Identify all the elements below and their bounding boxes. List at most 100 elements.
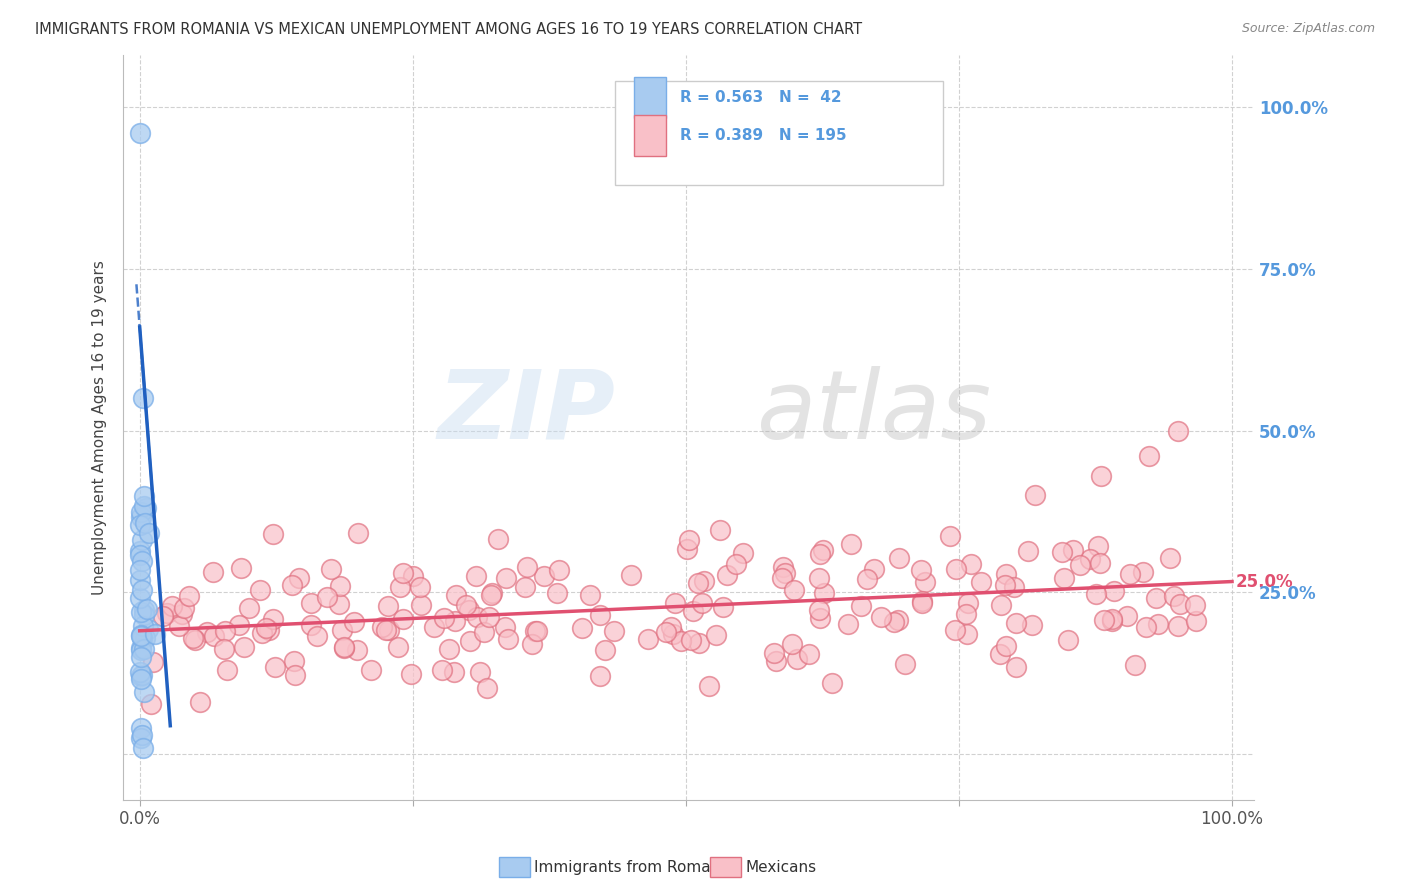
Point: [201, 565, 224, 579]
Point: [513, 581, 536, 595]
Point: [402, 569, 425, 583]
Point: [988, 647, 1011, 661]
Point: [370, 620, 392, 634]
Point: [177, 589, 200, 603]
Point: [378, 623, 401, 637]
Point: [716, 568, 738, 582]
Point: [1078, 551, 1101, 566]
Point: [1119, 567, 1142, 582]
Point: [678, 533, 700, 547]
Point: [458, 603, 481, 617]
Point: [156, 607, 179, 621]
Point: [772, 560, 794, 574]
Point: [333, 640, 356, 655]
Point: [664, 596, 686, 610]
Point: [129, 544, 152, 558]
Text: IMMIGRANTS FROM ROMANIA VS MEXICAN UNEMPLOYMENT AMONG AGES 16 TO 19 YEARS CORREL: IMMIGRANTS FROM ROMANIA VS MEXICAN UNEMP…: [35, 22, 862, 37]
Point: [693, 574, 716, 588]
Point: [780, 637, 803, 651]
Point: [1092, 613, 1115, 627]
Point: [839, 537, 862, 551]
Point: [252, 626, 274, 640]
Point: [329, 579, 352, 593]
Text: ZIP: ZIP: [437, 366, 614, 459]
Point: [283, 654, 305, 668]
Point: [1017, 544, 1039, 558]
Point: [132, 489, 155, 503]
Point: [195, 624, 218, 639]
Point: [129, 549, 152, 563]
Point: [430, 663, 453, 677]
Point: [704, 628, 727, 642]
Point: [524, 624, 547, 638]
Point: [486, 532, 509, 546]
Point: [333, 640, 356, 655]
Point: [129, 517, 152, 532]
Point: [914, 574, 936, 589]
Point: [131, 632, 153, 646]
Point: [129, 628, 152, 642]
Point: [775, 566, 797, 580]
Point: [495, 571, 517, 585]
Point: [1084, 586, 1107, 600]
Point: [315, 591, 337, 605]
Point: [129, 506, 152, 520]
Point: [160, 599, 183, 613]
Point: [945, 562, 967, 576]
Point: [136, 622, 159, 636]
Point: [910, 594, 932, 608]
Point: [697, 680, 720, 694]
Point: [135, 500, 157, 515]
Point: [1021, 618, 1043, 632]
Point: [478, 610, 501, 624]
Point: [990, 598, 1012, 612]
Point: [526, 624, 548, 638]
Point: [1062, 542, 1084, 557]
FancyBboxPatch shape: [614, 81, 943, 186]
Point: [468, 665, 491, 679]
Point: [129, 606, 152, 620]
Point: [233, 640, 256, 654]
Point: [167, 618, 190, 632]
Point: [1056, 633, 1078, 648]
Point: [1184, 599, 1206, 613]
Point: [444, 614, 467, 628]
Point: [132, 607, 155, 622]
Point: [446, 588, 468, 602]
Point: [142, 655, 165, 669]
Point: [994, 639, 1017, 653]
Point: [655, 624, 678, 639]
Point: [131, 667, 153, 681]
Point: [725, 558, 748, 572]
Point: [1144, 591, 1167, 605]
Text: R = 0.389   N = 195: R = 0.389 N = 195: [679, 128, 846, 143]
Point: [139, 697, 162, 711]
Point: [131, 554, 153, 568]
Point: [1002, 580, 1025, 594]
Point: [1004, 616, 1026, 631]
Point: [330, 623, 353, 637]
Point: [129, 629, 152, 643]
Point: [675, 542, 697, 557]
Point: [288, 571, 311, 585]
Point: [217, 663, 239, 677]
Point: [955, 607, 977, 621]
Text: 25.0%: 25.0%: [1236, 573, 1294, 591]
Point: [1053, 570, 1076, 584]
Point: [682, 604, 704, 618]
Point: [135, 601, 157, 615]
Point: [409, 598, 432, 612]
Point: [690, 596, 713, 610]
Point: [1088, 556, 1111, 570]
Point: [129, 665, 152, 680]
Point: [516, 560, 538, 574]
Point: [134, 516, 156, 530]
Point: [134, 631, 156, 645]
Point: [264, 660, 287, 674]
Point: [454, 598, 477, 612]
Point: [811, 542, 834, 557]
Point: [346, 526, 368, 541]
Point: [299, 596, 322, 610]
Point: [132, 500, 155, 514]
Point: [212, 641, 235, 656]
